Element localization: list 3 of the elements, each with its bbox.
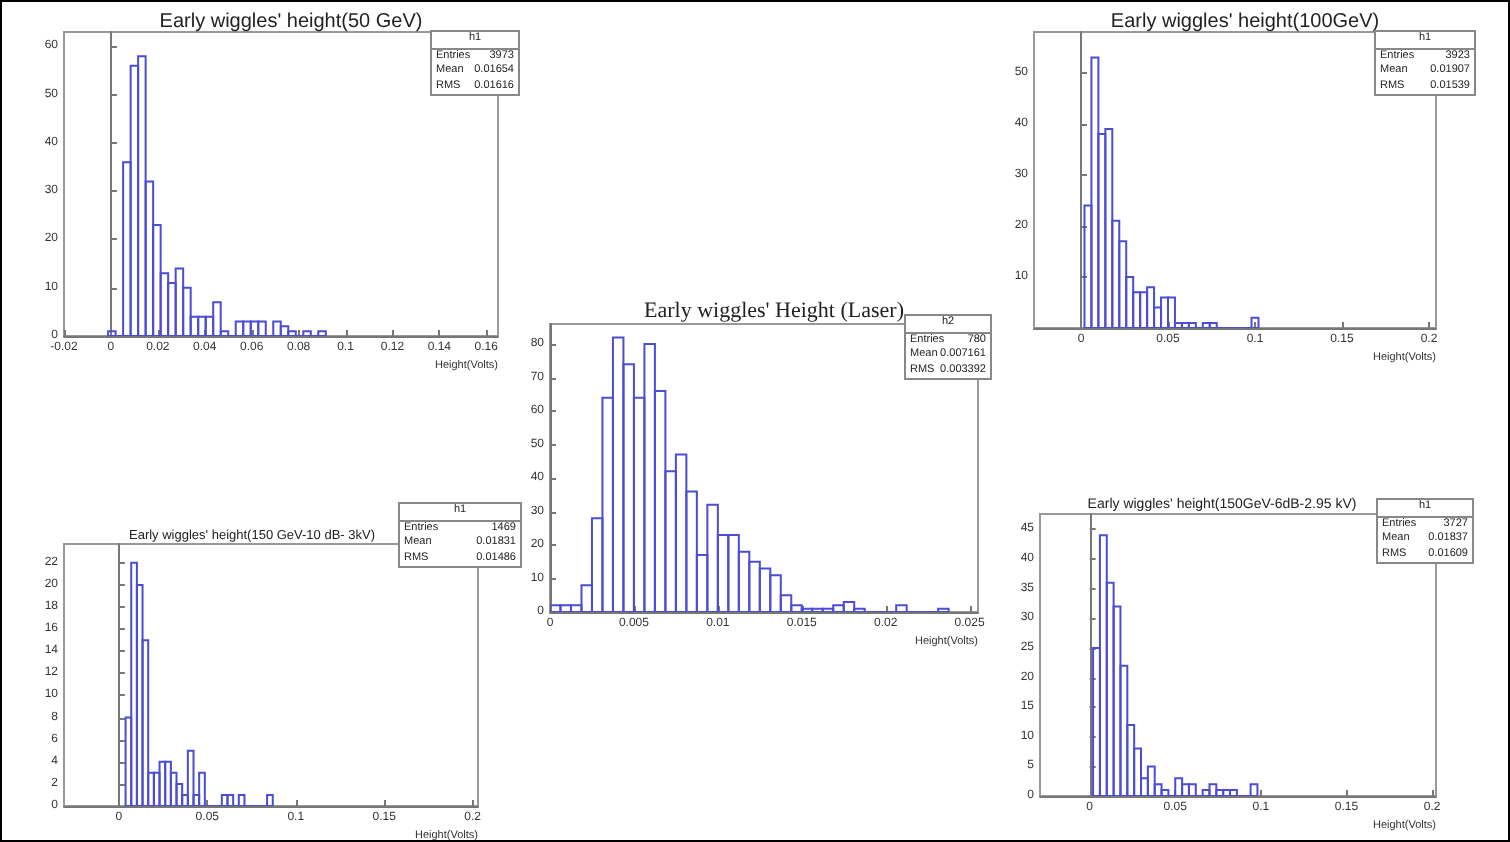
chart-title: Early wiggles' height(50 GeV) <box>159 11 423 33</box>
chart-title: Early wiggles' Height (Laser) <box>644 299 905 323</box>
chart-title: Early wiggles' height(100GeV) <box>1110 11 1380 33</box>
